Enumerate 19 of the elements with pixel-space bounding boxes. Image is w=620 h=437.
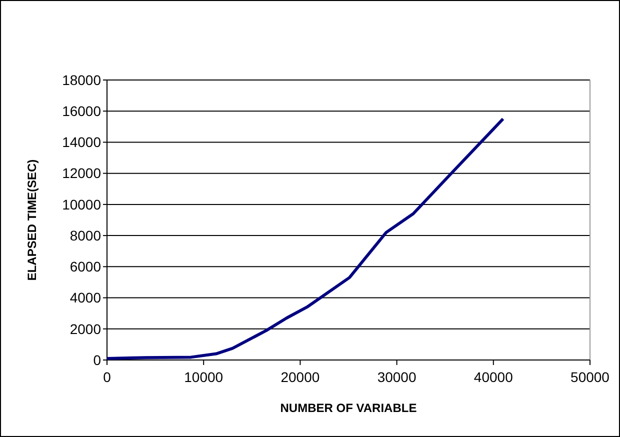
y-tick-label: 10000 (62, 196, 102, 212)
x-tick-label: 30000 (377, 369, 416, 385)
line-series (106, 117, 505, 360)
x-axis-title: NUMBER OF VARIABLE (280, 401, 417, 415)
x-tick-label: 50000 (570, 369, 610, 385)
y-tick-label: 16000 (62, 103, 102, 120)
y-axis-title: ELAPSED TIME(SEC) (25, 159, 39, 281)
x-tick-label: 10000 (184, 369, 224, 385)
y-tick-label: 2000 (70, 320, 102, 337)
y-tick-label: 0 (93, 352, 102, 368)
y-tick-label: 12000 (62, 165, 102, 182)
y-tick-label: 6000 (70, 258, 102, 275)
y-tick-label: 8000 (70, 227, 102, 244)
x-tick-label: 40000 (474, 369, 514, 385)
y-tick-label: 4000 (70, 290, 102, 306)
y-tick-label: 18000 (62, 72, 102, 88)
x-tick-label: 20000 (280, 369, 320, 385)
y-tick-label: 14000 (62, 134, 102, 150)
x-tick-label: 0 (103, 369, 112, 385)
